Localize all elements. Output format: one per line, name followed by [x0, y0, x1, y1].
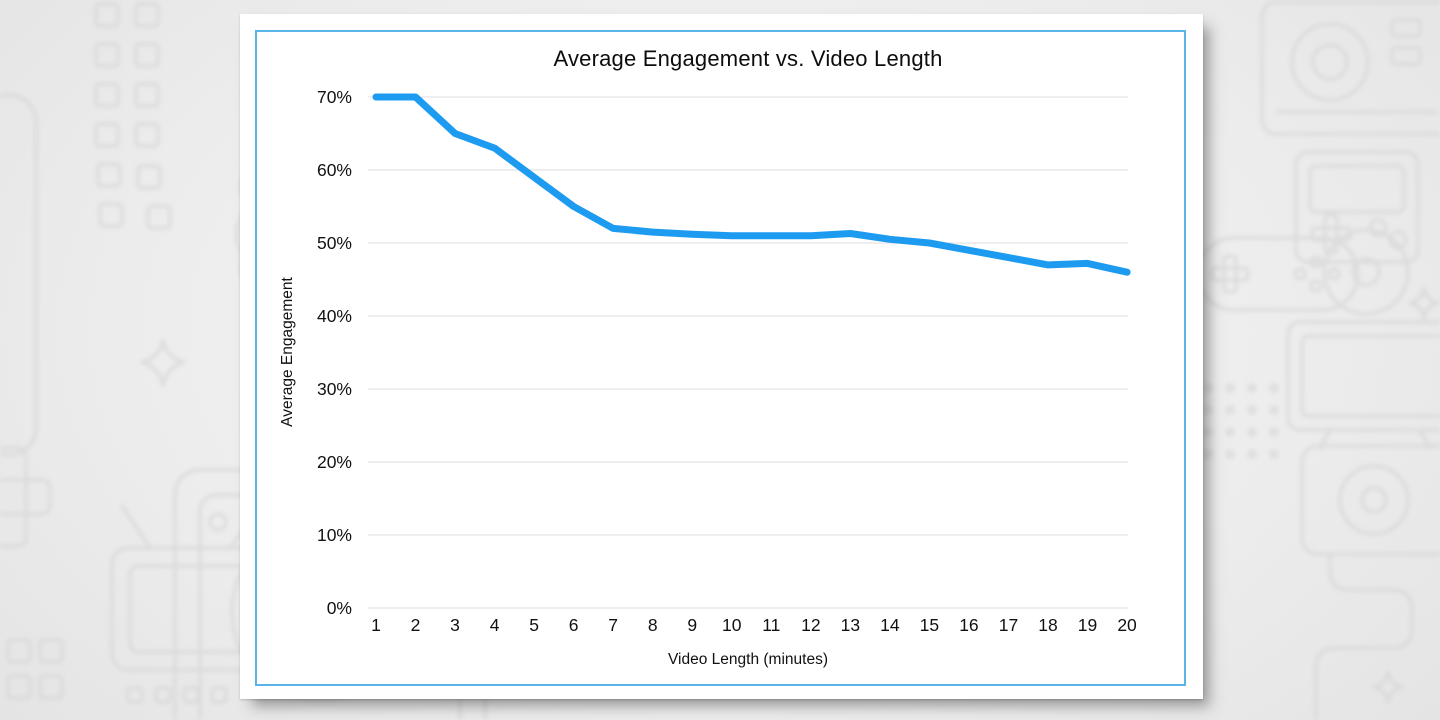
x-tick-label: 19	[1077, 615, 1098, 635]
y-tick-label: 30%	[316, 379, 352, 399]
plot-area	[368, 93, 1131, 609]
gridlines	[368, 96, 1128, 609]
x-tick-label: 10	[722, 615, 742, 635]
x-tick-label: 15	[919, 615, 940, 635]
chart-title: Average Engagement vs. Video Length	[553, 46, 943, 71]
x-tick-label: 11	[762, 615, 781, 635]
rounded-box-icon	[1300, 444, 1440, 556]
x-tick-label: 3	[450, 615, 460, 635]
engagement-line	[372, 93, 1131, 276]
x-tick-label: 16	[959, 615, 979, 635]
x-tick-label: 14	[880, 615, 900, 635]
game-controller-icon	[1196, 236, 1360, 312]
x-tick-label: 20	[1117, 615, 1137, 635]
dots-grid-icon	[94, 2, 172, 230]
x-tick-label: 2	[410, 615, 421, 635]
y-axis-title: Average Engagement	[279, 277, 296, 427]
x-tick-label: 9	[687, 615, 698, 635]
capsule-icon	[0, 93, 38, 457]
sparkle-icon	[1372, 670, 1404, 704]
x-tick-label: 13	[840, 615, 861, 635]
x-tick-label: 4	[489, 615, 500, 635]
x-tick-label: 5	[529, 615, 539, 635]
dots-grid-icon	[1203, 383, 1279, 459]
y-tick-label: 20%	[316, 452, 352, 472]
x-tick-label: 8	[647, 615, 658, 635]
y-tick-label: 50%	[316, 233, 352, 253]
x-tick-label: 7	[608, 615, 619, 635]
y-tick-label: 60%	[316, 160, 352, 180]
chart-card: Average Engagement vs. Video Length Aver…	[240, 14, 1203, 699]
x-tick-label: 17	[998, 615, 1019, 635]
tv-monitor-icon	[1286, 320, 1440, 450]
x-axis-title: Video Length (minutes)	[668, 651, 828, 668]
x-tick-label: 6	[568, 615, 579, 635]
y-tick-label: 0%	[326, 598, 352, 618]
dpad-icon	[0, 446, 64, 700]
y-tick-label: 40%	[316, 306, 352, 326]
sparkle-icon	[1408, 286, 1440, 320]
y-tick-label: 70%	[316, 87, 352, 107]
sparkle-icon	[140, 338, 186, 388]
y-tick-label: 10%	[316, 525, 352, 545]
handheld-console-icon	[1294, 150, 1420, 264]
x-tick-label: 18	[1038, 615, 1058, 635]
cd-disc-icon	[1322, 228, 1410, 316]
console-box-icon	[1260, 0, 1440, 136]
x-tick-label: 1	[371, 615, 381, 635]
pipe-zigzag-icon	[1314, 554, 1414, 720]
x-tick-label: 12	[801, 615, 821, 635]
